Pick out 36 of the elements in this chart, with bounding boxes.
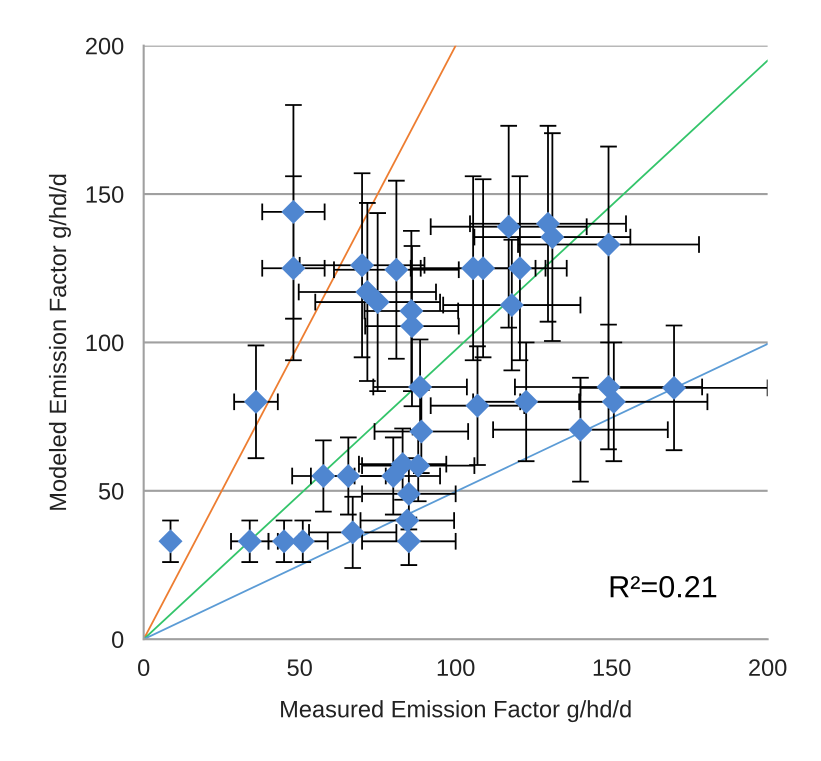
point <box>568 418 592 442</box>
y-axis-title: Modeled Emission Factor g/hd/d <box>48 174 71 510</box>
y-tick-label: 200 <box>86 38 124 54</box>
point <box>396 529 421 554</box>
x-tick-label: 150 <box>594 659 630 676</box>
point <box>496 214 521 239</box>
y-tick-label: 0 <box>112 631 124 648</box>
point <box>408 374 432 399</box>
point <box>158 529 183 554</box>
point <box>336 464 360 488</box>
point <box>366 290 390 314</box>
x-axis-title: Measured Emission Factor g/hd/d <box>281 700 631 722</box>
point <box>350 253 374 278</box>
point <box>311 464 336 488</box>
point <box>662 376 686 400</box>
y-tick-label: 50 <box>98 482 124 500</box>
x-tick-label: 50 <box>287 659 312 676</box>
point <box>500 293 524 318</box>
point <box>596 232 621 257</box>
point <box>465 394 490 418</box>
x-tick-label: 200 <box>749 659 786 676</box>
y-tick-label: 100 <box>86 334 124 352</box>
x-tick-label: 100 <box>438 659 474 676</box>
point <box>281 200 306 224</box>
point <box>244 390 268 414</box>
x-tick-label: 0 <box>138 659 150 676</box>
point <box>340 520 365 544</box>
point <box>508 256 532 280</box>
point <box>281 256 306 280</box>
point <box>384 258 408 282</box>
point <box>514 390 538 414</box>
point <box>602 390 626 414</box>
point <box>238 529 262 554</box>
annotation: R²=0.21 <box>610 576 716 598</box>
point <box>396 482 421 506</box>
y-tick-label: 150 <box>86 186 124 203</box>
